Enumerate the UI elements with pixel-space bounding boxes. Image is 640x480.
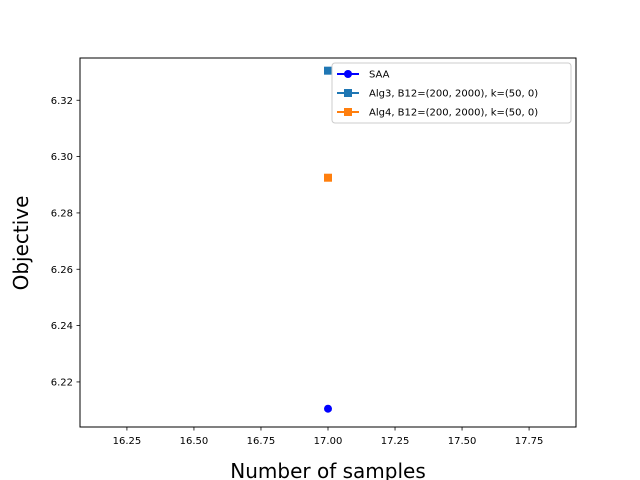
legend-label: SAA xyxy=(369,70,390,81)
legend-marker xyxy=(344,108,352,116)
x-tick-label: 17.50 xyxy=(448,436,477,447)
legend: SAA Alg3, B12=(200, 2000), k=(50, 0) Alg4,… xyxy=(331,62,572,124)
y-tick-label: 6.32 xyxy=(51,96,73,107)
y-axis-label: Objective xyxy=(9,196,33,291)
data-point xyxy=(324,173,332,182)
y-tick-label: 6.30 xyxy=(51,152,73,163)
x-tick-label: 16.25 xyxy=(113,436,142,447)
data-points xyxy=(324,66,332,413)
y-tick-label: 6.26 xyxy=(51,265,73,276)
data-point xyxy=(324,404,332,413)
x-tick-label: 16.75 xyxy=(247,436,276,447)
x-tick-label: 17.00 xyxy=(314,436,343,447)
x-tick-label: 16.50 xyxy=(180,436,209,447)
legend-label: Alg3, B12=(200, 2000), k=(50, 0) xyxy=(369,89,538,100)
y-axis-ticks: 6.22 6.24 6.26 6.28 6.30 6.32 xyxy=(51,96,80,388)
plot-frame xyxy=(79,57,577,428)
legend-box xyxy=(331,62,572,124)
legend-marker xyxy=(344,70,352,78)
x-tick-label: 17.25 xyxy=(381,436,410,447)
legend-label: Alg4, B12=(200, 2000), k=(50, 0) xyxy=(369,108,538,119)
x-axis-label: Number of samples xyxy=(230,459,425,480)
y-tick-label: 6.22 xyxy=(51,377,73,388)
x-axis-ticks: 16.25 16.50 16.75 17.00 17.25 17.50 17.75 xyxy=(113,427,544,447)
x-tick-label: 17.75 xyxy=(515,436,544,447)
y-tick-label: 6.24 xyxy=(51,321,73,332)
y-tick-label: 6.28 xyxy=(51,208,73,219)
data-point xyxy=(324,66,332,75)
legend-marker xyxy=(344,89,352,97)
